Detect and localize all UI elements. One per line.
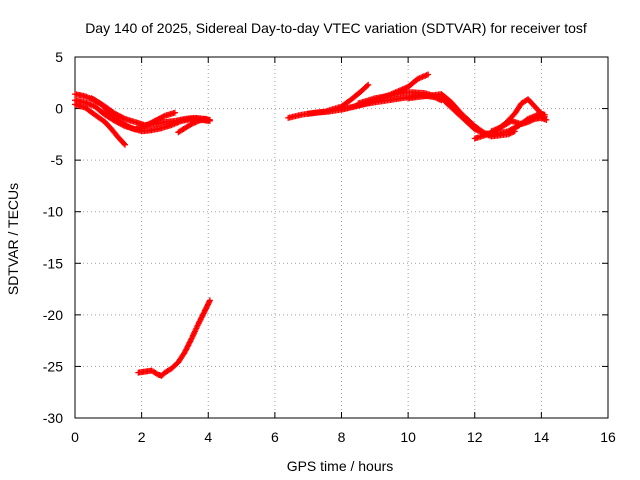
y-tick-label: 5: [55, 49, 63, 65]
chart-title: Day 140 of 2025, Sidereal Day-to-day VTE…: [85, 20, 587, 36]
data-point: [122, 141, 128, 148]
x-tick-label: 8: [338, 429, 346, 445]
data-point: [127, 124, 134, 131]
x-tick-label: 6: [271, 429, 279, 445]
data-point: [171, 109, 178, 116]
x-tick-label: 4: [204, 429, 212, 445]
y-axis-label: SDTVAR / TECUs: [5, 183, 21, 295]
data-point: [543, 116, 550, 123]
data-point: [365, 81, 372, 88]
y-tick-label: -5: [51, 152, 64, 168]
ticks-layer: 0 2 4 6 8 10 12 14 16 5 0 -5 -10 -15 -20 -25 -30: [43, 49, 616, 445]
x-tick-label: 10: [400, 429, 416, 445]
series-arc-m: [488, 114, 550, 135]
x-tick-label: 12: [467, 429, 483, 445]
x-axis-label: GPS time / hours: [287, 458, 394, 474]
data-point: [425, 71, 432, 78]
y-tick-label: -20: [43, 307, 63, 323]
data-point: [206, 116, 213, 123]
y-tick-label: -25: [43, 358, 63, 374]
data-point: [206, 297, 213, 304]
x-tick-label: 16: [600, 429, 616, 445]
data-point: [120, 115, 127, 122]
series-arc-c: [72, 101, 128, 148]
data-point: [186, 339, 193, 346]
data-point: [121, 140, 127, 147]
data-point: [200, 310, 207, 317]
data-point: [184, 343, 191, 350]
y-tick-label: -10: [43, 204, 63, 220]
series-arc-d: [88, 95, 212, 135]
x-tick-label: 2: [138, 429, 146, 445]
series-arc-e: [175, 115, 213, 136]
data-point: [364, 82, 370, 89]
x-tick-label: 14: [534, 429, 550, 445]
y-tick-label: 0: [55, 101, 63, 117]
y-tick-label: -30: [43, 410, 63, 426]
series-layer: [72, 71, 550, 379]
y-tick-label: -15: [43, 255, 63, 271]
x-tick-label: 0: [71, 429, 79, 445]
series-arc-f: [135, 297, 213, 379]
series-arc-h: [305, 81, 372, 117]
